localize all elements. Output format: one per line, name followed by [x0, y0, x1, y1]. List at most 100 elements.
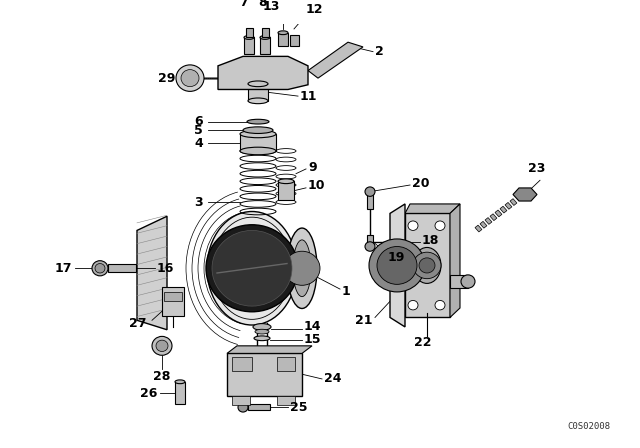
Text: 5: 5 — [195, 124, 203, 137]
Polygon shape — [137, 216, 167, 330]
Text: 12: 12 — [306, 3, 323, 16]
Ellipse shape — [243, 127, 273, 134]
Circle shape — [212, 230, 292, 306]
Circle shape — [92, 261, 108, 276]
Bar — [475, 225, 482, 232]
Text: 11: 11 — [300, 90, 317, 103]
Text: C0S02008: C0S02008 — [567, 422, 610, 431]
Bar — [244, 38, 254, 55]
Text: 7: 7 — [239, 0, 248, 9]
Bar — [162, 287, 184, 315]
Text: 28: 28 — [154, 370, 171, 383]
Polygon shape — [513, 188, 537, 201]
Bar — [262, 28, 269, 38]
Ellipse shape — [260, 35, 270, 39]
Circle shape — [377, 246, 417, 284]
Bar — [277, 357, 295, 371]
Polygon shape — [450, 204, 460, 318]
Text: 16: 16 — [157, 262, 174, 275]
Text: 24: 24 — [324, 372, 342, 385]
Text: 18: 18 — [422, 234, 440, 247]
Bar — [232, 396, 250, 405]
Ellipse shape — [278, 179, 294, 184]
Bar — [260, 38, 270, 55]
Circle shape — [413, 252, 441, 279]
Polygon shape — [227, 346, 312, 353]
Ellipse shape — [248, 98, 268, 103]
Ellipse shape — [175, 380, 185, 383]
Bar — [175, 382, 185, 405]
Text: 6: 6 — [195, 115, 203, 128]
Text: 13: 13 — [262, 0, 280, 13]
Bar — [164, 292, 182, 302]
Ellipse shape — [413, 247, 441, 284]
Ellipse shape — [293, 240, 311, 297]
Text: 22: 22 — [414, 336, 432, 349]
Circle shape — [176, 65, 204, 91]
Ellipse shape — [253, 323, 271, 330]
Circle shape — [284, 251, 320, 285]
Text: 17: 17 — [54, 262, 72, 275]
Bar — [108, 264, 136, 272]
Polygon shape — [218, 56, 308, 90]
Bar — [500, 206, 507, 213]
Circle shape — [238, 403, 248, 412]
Circle shape — [408, 301, 418, 310]
Bar — [290, 34, 299, 46]
Text: 25: 25 — [290, 401, 307, 414]
Circle shape — [419, 258, 435, 273]
Text: 3: 3 — [195, 195, 203, 209]
Text: 2: 2 — [375, 45, 384, 58]
Ellipse shape — [278, 31, 288, 34]
Bar — [450, 275, 468, 288]
Bar — [248, 84, 268, 101]
Circle shape — [156, 340, 168, 352]
Text: 9: 9 — [308, 160, 317, 173]
Text: 10: 10 — [308, 180, 326, 193]
Text: 8: 8 — [259, 0, 268, 9]
Bar — [278, 181, 294, 200]
Polygon shape — [405, 213, 450, 318]
Circle shape — [408, 221, 418, 230]
Text: 19: 19 — [388, 251, 405, 264]
Polygon shape — [308, 42, 363, 78]
Bar — [367, 192, 373, 209]
Text: 15: 15 — [304, 333, 321, 346]
Bar — [495, 210, 502, 217]
Text: 26: 26 — [140, 387, 157, 400]
Text: 4: 4 — [195, 137, 203, 150]
Bar — [505, 202, 512, 209]
Circle shape — [461, 275, 475, 288]
Circle shape — [152, 336, 172, 355]
Bar — [485, 218, 492, 224]
Circle shape — [369, 239, 425, 292]
Bar — [242, 349, 272, 363]
Ellipse shape — [248, 81, 268, 86]
Text: 1: 1 — [342, 285, 351, 298]
Bar — [227, 353, 302, 396]
Text: 20: 20 — [412, 177, 429, 190]
Circle shape — [365, 187, 375, 196]
Text: 14: 14 — [304, 320, 321, 333]
Circle shape — [206, 225, 298, 312]
Ellipse shape — [244, 35, 254, 39]
Bar — [490, 214, 497, 220]
Text: 27: 27 — [129, 317, 147, 330]
Bar — [240, 134, 276, 151]
Circle shape — [435, 221, 445, 230]
Circle shape — [95, 263, 105, 273]
Text: 21: 21 — [355, 314, 373, 327]
Circle shape — [365, 242, 375, 251]
Ellipse shape — [287, 228, 317, 309]
Bar — [247, 363, 267, 370]
Ellipse shape — [254, 336, 270, 340]
Bar — [232, 357, 252, 371]
Text: 29: 29 — [157, 72, 175, 85]
Bar — [480, 221, 487, 228]
Bar — [246, 28, 253, 38]
Ellipse shape — [240, 147, 276, 155]
Bar — [367, 235, 373, 246]
Bar — [248, 405, 270, 410]
Bar — [278, 33, 288, 46]
Ellipse shape — [207, 211, 297, 325]
